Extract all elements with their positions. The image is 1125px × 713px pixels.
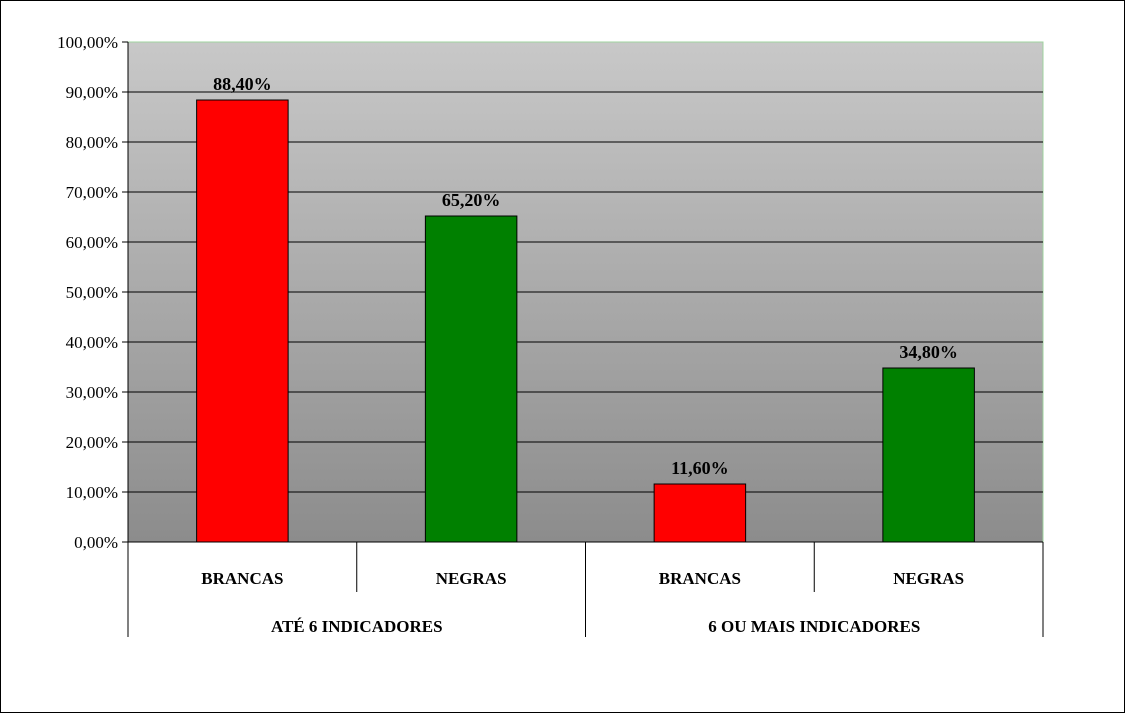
- x-axis: BRANCAS NEGRAS ATÉ 6 INDICADORES BRANCAS NEG…: [127, 541, 1044, 637]
- y-tick-label: 60,00%: [66, 233, 118, 252]
- data-label: 88,40%: [213, 74, 272, 94]
- x-group-label: ATÉ 6 INDICADORES: [271, 617, 443, 636]
- x-category-label: NEGRAS: [893, 569, 964, 588]
- bar: [196, 99, 289, 543]
- y-tick-label: 80,00%: [66, 133, 118, 152]
- data-label: 65,20%: [442, 190, 501, 210]
- y-tick-label: 50,00%: [66, 283, 118, 302]
- y-tick-label: 90,00%: [66, 83, 118, 102]
- data-label: 34,80%: [899, 342, 958, 362]
- x-category-label: BRANCAS: [201, 569, 283, 588]
- data-label: 11,60%: [671, 458, 729, 478]
- y-tick-label: 10,00%: [66, 483, 118, 502]
- bar: [653, 483, 747, 543]
- x-category-label: NEGRAS: [436, 569, 507, 588]
- x-category-label: BRANCAS: [659, 569, 741, 588]
- bars: 88,40% 65,20% 11,60% 34,80%: [196, 74, 975, 543]
- y-tick-label: 70,00%: [66, 183, 118, 202]
- y-tick-label: 100,00%: [57, 33, 118, 52]
- y-tick-label: 30,00%: [66, 383, 118, 402]
- y-tick-label: 20,00%: [66, 433, 118, 452]
- y-axis: 0,00% 10,00% 20,00% 30,00% 40,00% 50,00% 60,00…: [57, 33, 129, 552]
- bar: [424, 215, 518, 543]
- x-group-label: 6 OU MAIS INDICADORES: [708, 617, 920, 636]
- y-tick-label: 40,00%: [66, 333, 118, 352]
- y-tick-label: 0,00%: [74, 533, 118, 552]
- bar: [882, 367, 975, 543]
